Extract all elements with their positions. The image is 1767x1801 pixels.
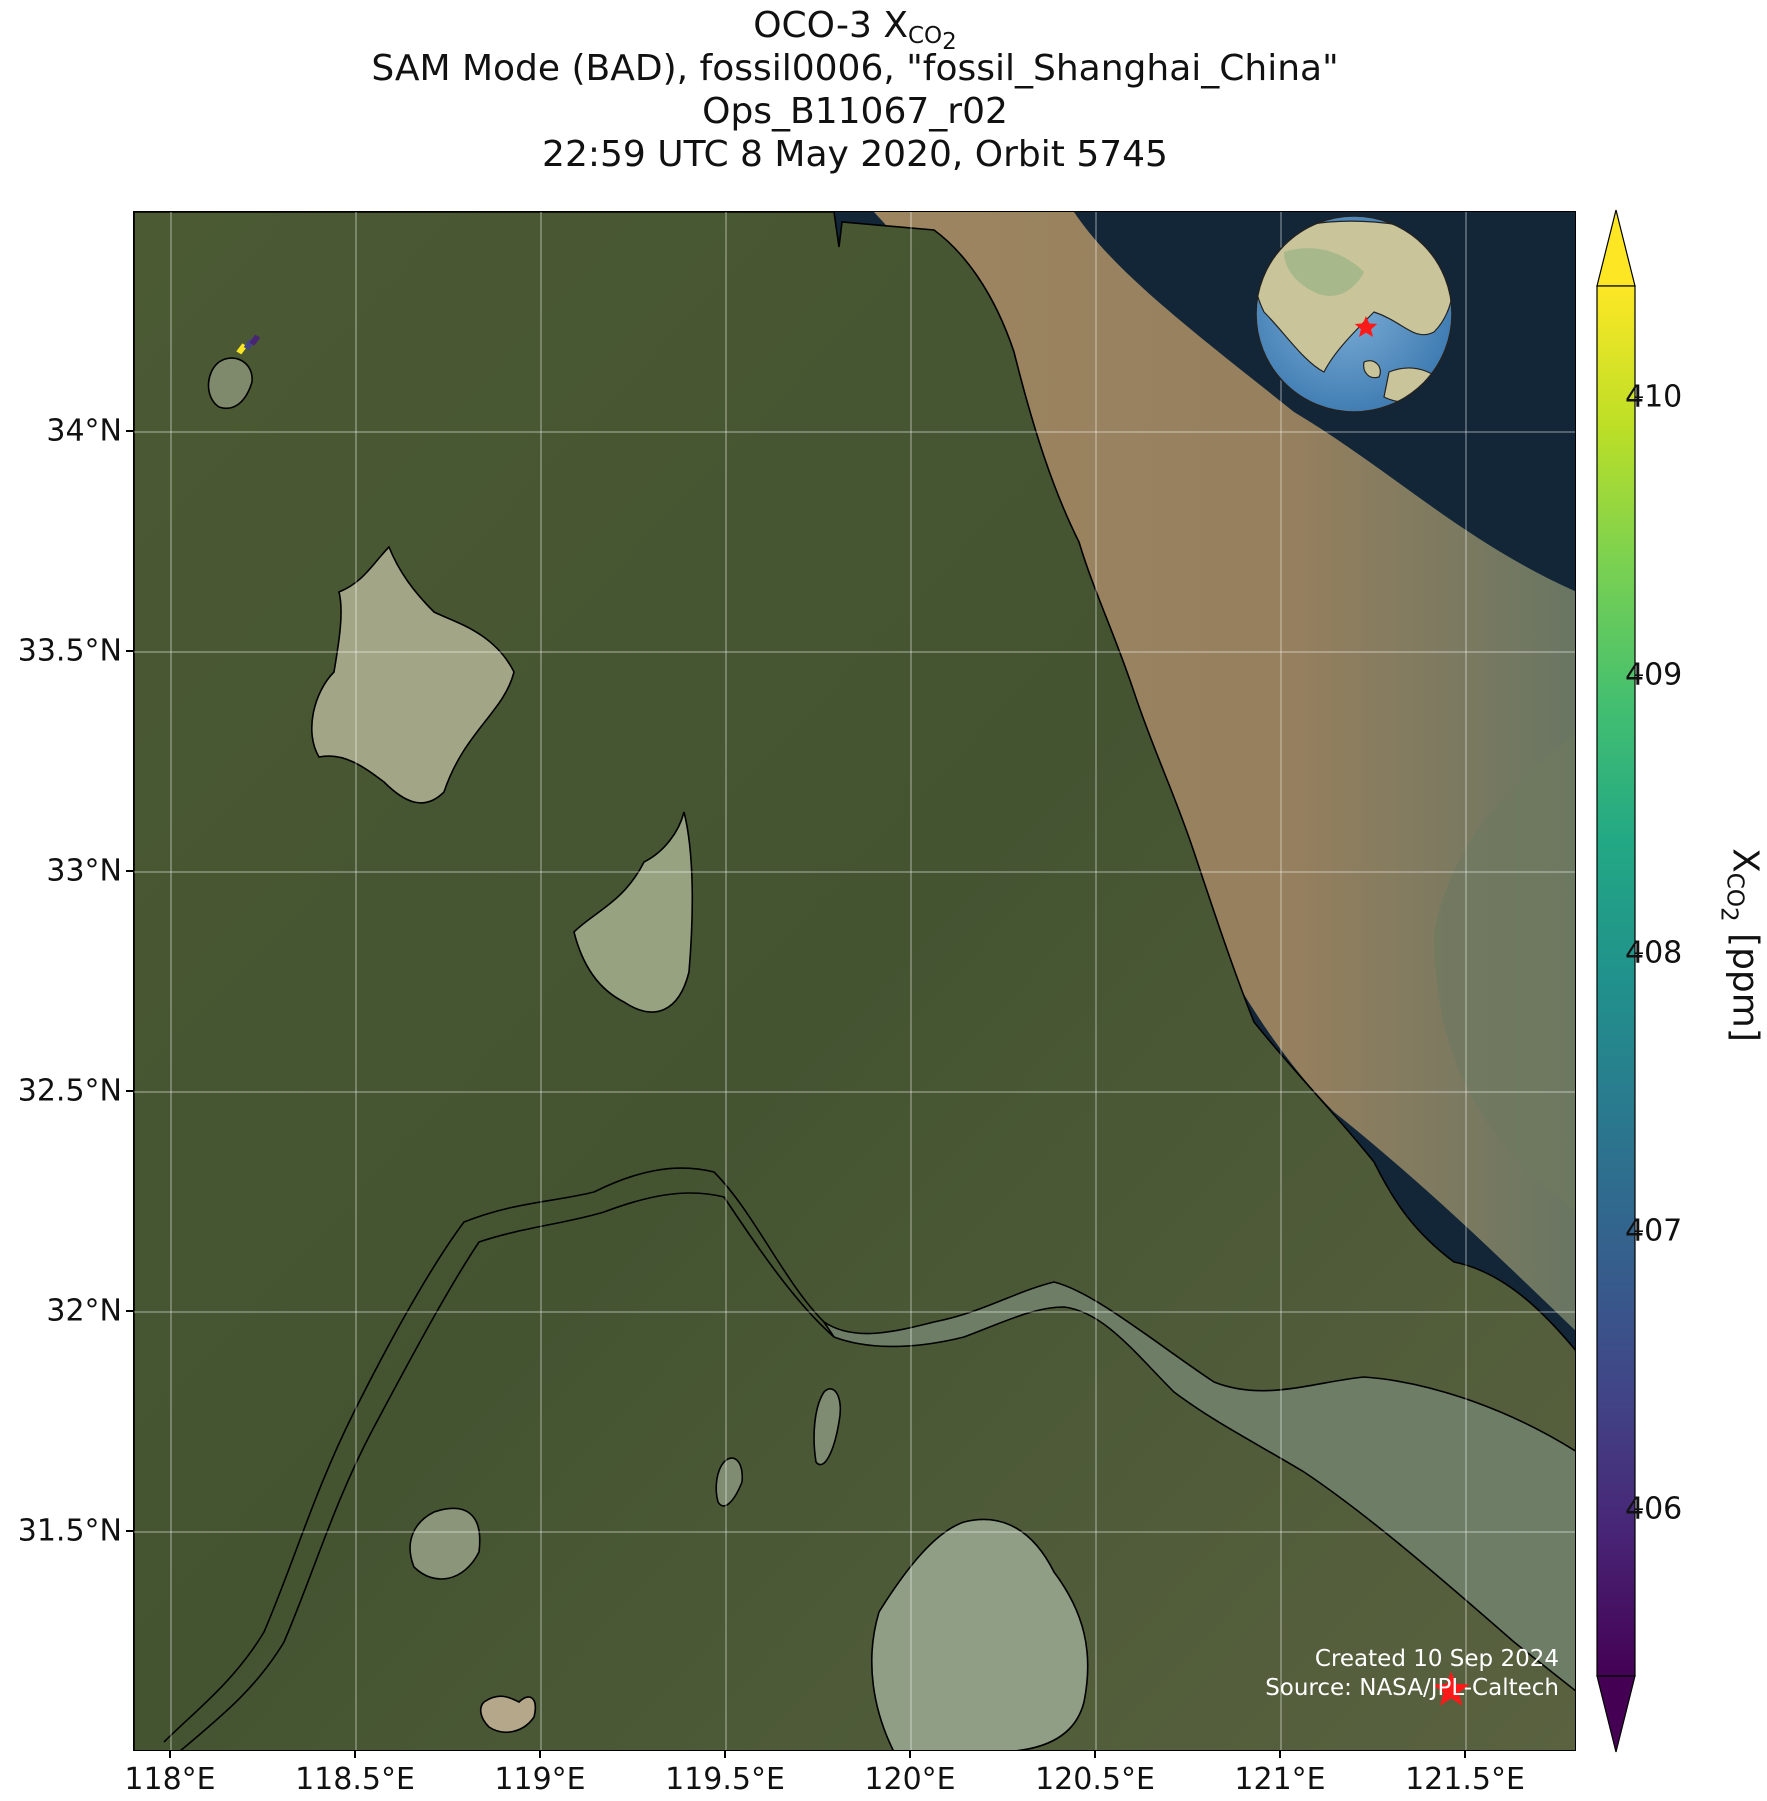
source-credit: Source: NASA/JPL-Caltech xyxy=(1265,1675,1559,1701)
map-panel[interactable] xyxy=(133,211,1576,1751)
created-date: Created 10 Sep 2024 xyxy=(1314,1646,1559,1672)
lon-tick-label: 118°E xyxy=(124,1762,216,1797)
globe-target-star xyxy=(1354,316,1378,337)
lon-tick-mark xyxy=(1094,1751,1096,1758)
graticule xyxy=(134,212,1575,1750)
yangtze-upper-bank xyxy=(180,1192,835,1750)
lon-tick-label: 120.5°E xyxy=(1035,1762,1155,1797)
lat-tick-mark xyxy=(126,1530,133,1532)
lat-tick-mark xyxy=(126,650,133,652)
credits: Created 10 Sep 2024 Source: NASA/JPL-Cal… xyxy=(1265,1645,1559,1703)
lon-tick-label: 119.5°E xyxy=(665,1762,785,1797)
lake-gucheng xyxy=(479,1695,537,1733)
lat-tick-label: 31.5°N xyxy=(17,1513,122,1549)
colorbar-tick-label: 407 xyxy=(1625,1213,1683,1249)
colorbar-ticks xyxy=(1635,396,1643,1510)
colorbar-title: XCO2 [ppm] xyxy=(1715,848,1766,1042)
lon-tick-label: 121.5°E xyxy=(1405,1762,1525,1797)
xco2-soundings xyxy=(236,334,261,355)
hongze-lake xyxy=(311,545,515,804)
colorbar-tick-label: 410 xyxy=(1625,379,1683,415)
colorbar xyxy=(1596,209,1643,1753)
yangtze-river xyxy=(823,1281,1575,1692)
lat-tick-mark xyxy=(126,430,133,432)
lon-tick-label: 118.5°E xyxy=(295,1762,415,1797)
lat-tick-label: 32.5°N xyxy=(17,1073,122,1109)
colorbar-tick-label: 406 xyxy=(1625,1491,1683,1527)
lon-tick-mark xyxy=(1464,1751,1466,1758)
colorbar-tick-label: 408 xyxy=(1625,935,1683,971)
colorbar-max-extend xyxy=(1596,209,1636,287)
lat-tick-label: 33°N xyxy=(46,853,122,889)
gaoyou-lake xyxy=(573,811,694,1013)
lon-tick-label: 120°E xyxy=(864,1762,956,1797)
lake-shijiu xyxy=(409,1507,481,1580)
lake-ge xyxy=(813,1388,842,1466)
lon-tick-mark xyxy=(354,1751,356,1758)
lat-tick-mark xyxy=(126,870,133,872)
map-title: OCO-3 XCO2 SAM Mode (BAD), fossil0006, "… xyxy=(0,4,1710,176)
lon-tick-mark xyxy=(539,1751,541,1758)
satellite-basemap xyxy=(134,212,1575,1750)
coastal-shallows xyxy=(1434,733,1575,1211)
land-area xyxy=(134,212,1575,1750)
lon-tick-mark xyxy=(724,1751,726,1758)
taihu-lake xyxy=(871,1518,1089,1750)
lat-tick-label: 32°N xyxy=(46,1293,122,1329)
title-line-1: OCO-3 XCO2 xyxy=(753,5,957,55)
xco2-sounding xyxy=(249,334,261,346)
title-line-3: Ops_B11067_r02 xyxy=(702,91,1008,132)
lat-tick-mark xyxy=(126,1310,133,1312)
colorbar-tick-label: 409 xyxy=(1625,657,1683,693)
colorbar-gradient xyxy=(1596,285,1636,1677)
lon-tick-mark xyxy=(169,1751,171,1758)
yangtze-upper xyxy=(163,1167,825,1743)
lat-tick-label: 33.5°N xyxy=(17,633,122,669)
target-star-marker xyxy=(1433,1671,1470,1706)
lon-tick-mark xyxy=(909,1751,911,1758)
lake-changdang xyxy=(715,1457,744,1507)
lat-tick-label: 34°N xyxy=(46,413,122,449)
lat-tick-mark xyxy=(126,1090,133,1092)
colorbar-min-extend xyxy=(1596,1675,1636,1753)
lon-tick-label: 119°E xyxy=(494,1762,586,1797)
title-line-2: SAM Mode (BAD), fossil0006, "fossil_Shan… xyxy=(371,48,1339,89)
title-line-4: 22:59 UTC 8 May 2020, Orbit 5745 xyxy=(542,134,1168,175)
lon-tick-mark xyxy=(1279,1751,1281,1758)
lon-tick-label: 121°E xyxy=(1234,1762,1326,1797)
inset-globe xyxy=(1255,215,1453,413)
lake-luoma xyxy=(207,357,253,409)
